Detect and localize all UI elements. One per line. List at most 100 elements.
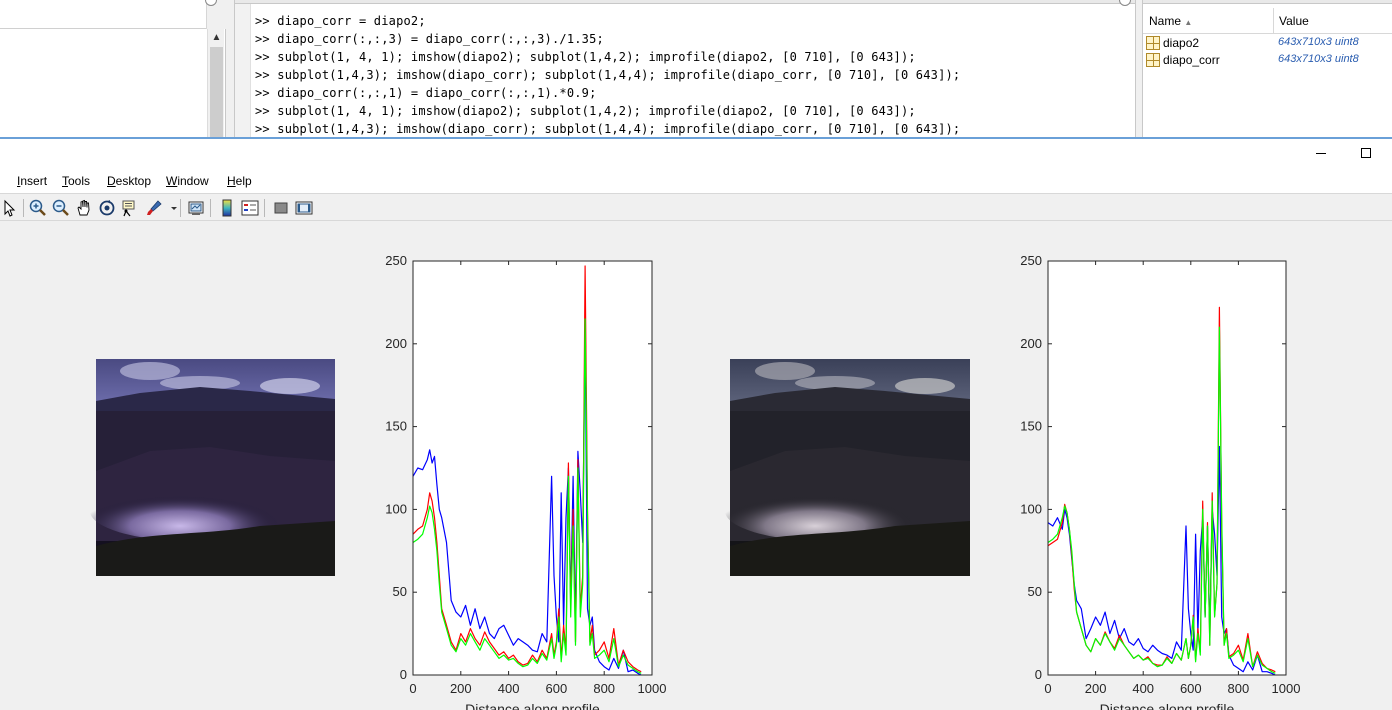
pan-icon[interactable] <box>74 198 94 218</box>
matrix-variable-icon <box>1146 53 1160 67</box>
x-tick-label: 600 <box>1180 681 1202 696</box>
current-folder-header-end <box>206 0 226 29</box>
profile-series-line <box>412 318 642 674</box>
y-tick-label: 150 <box>385 419 407 434</box>
minimize-icon <box>1316 153 1326 154</box>
link-plot-icon[interactable] <box>186 198 206 218</box>
x-axis-label: Distance along profile <box>1100 701 1235 710</box>
y-tick-label: 250 <box>385 253 407 268</box>
menu-window-key: W <box>166 174 178 188</box>
figure-canvas[interactable]: 0 50 100 150 200 250 0 200 400 600 800 1000 Distance… <box>0 221 1392 710</box>
x-tick-label: 800 <box>593 681 615 696</box>
hide-plot-tools-icon[interactable] <box>271 198 291 218</box>
x-axis-label: Distance along profile <box>465 701 600 710</box>
y-tick-label: 100 <box>385 501 407 516</box>
command-line: >> subplot(1, 4, 1); imshow(diapo2); sub… <box>255 104 916 118</box>
scroll-up-icon[interactable]: ▲ <box>211 32 222 43</box>
y-tick-label: 100 <box>1020 501 1042 516</box>
toolbar-separator <box>180 199 181 217</box>
menu-tools-key: T <box>62 174 68 188</box>
workspace-variable-row[interactable]: diapo_corr 643x710x3 uint8 <box>1143 52 1392 69</box>
variable-name: diapo2 <box>1163 36 1200 50</box>
workspace-variable-row[interactable]: diapo2 643x710x3 uint8 <box>1143 35 1392 52</box>
workspace-titlebar <box>1143 0 1392 4</box>
current-folder-scrollbar[interactable]: ▲ <box>207 29 224 138</box>
x-tick-label: 200 <box>1085 681 1107 696</box>
menu-help[interactable]: Help <box>227 174 252 188</box>
zoom-in-icon[interactable] <box>28 198 48 218</box>
profile-axes-diapo-corr[interactable]: 0 50 100 150 200 250 0 200 400 600 800 1000 Distance… <box>1020 253 1300 710</box>
show-plot-tools-icon[interactable] <box>294 198 314 218</box>
x-tick-label: 400 <box>498 681 520 696</box>
scroll-thumb[interactable] <box>210 47 223 138</box>
menu-help-label: elp <box>235 174 252 188</box>
x-tick-label: 200 <box>450 681 472 696</box>
brush-icon[interactable] <box>144 198 164 218</box>
toolbar-separator <box>210 199 211 217</box>
command-window[interactable]: >> diapo_corr = diapo2; >> diapo_corr(:,… <box>234 0 1136 138</box>
matlab-desktop: ▲ >> diapo_corr = diapo2; >> diapo_corr(… <box>0 0 1392 138</box>
plot-area <box>1048 261 1286 675</box>
current-folder-header <box>0 0 206 29</box>
x-tick-label: 800 <box>1228 681 1250 696</box>
profile-series-line <box>1047 326 1276 674</box>
x-tick-label: 0 <box>1044 681 1051 696</box>
current-folder-panel: ▲ <box>0 0 226 138</box>
y-tick-label: 50 <box>393 584 407 599</box>
y-tick-label: 200 <box>1020 336 1042 351</box>
rotate-3d-icon[interactable] <box>97 198 117 218</box>
y-tick-label: 0 <box>400 667 407 682</box>
matrix-variable-icon <box>1146 36 1160 50</box>
variable-value: 643x710x3 uint8 <box>1278 36 1359 48</box>
colorbar-icon[interactable] <box>217 198 237 218</box>
menu-desktop-key: D <box>107 174 116 188</box>
command-line: >> diapo_corr(:,:,3) = diapo_corr(:,:,3)… <box>255 32 604 46</box>
data-cursor-icon[interactable] <box>120 198 140 218</box>
column-value-header[interactable]: Value <box>1279 14 1309 28</box>
legend-icon[interactable] <box>240 198 260 218</box>
command-line: >> subplot(1, 4, 1); imshow(diapo2); sub… <box>255 50 916 64</box>
command-history: >> diapo_corr = diapo2; >> diapo_corr(:,… <box>255 12 1135 138</box>
x-tick-label: 600 <box>546 681 568 696</box>
figure-window: › Insert Tools Desktop Window Help <box>0 139 1392 710</box>
figure-titlebar[interactable] <box>0 139 1392 169</box>
figure-toolbar <box>0 193 1392 221</box>
minimize-button[interactable] <box>1300 139 1344 169</box>
window-divider <box>0 137 1392 139</box>
menu-window[interactable]: Window <box>166 174 209 188</box>
command-line: >> subplot(1,4,3); imshow(diapo_corr); s… <box>255 68 961 82</box>
profile-axes-diapo2[interactable]: 0 50 100 150 200 250 0 200 400 600 800 1000 Distance… <box>385 253 666 710</box>
y-tick-label: 250 <box>1020 253 1042 268</box>
menu-insert[interactable]: Insert <box>17 174 47 188</box>
command-window-titlebar <box>235 0 1135 4</box>
command-line: >> diapo_corr(:,:,1) = diapo_corr(:,:,1)… <box>255 86 597 100</box>
toolbar-separator <box>23 199 24 217</box>
menu-desktop[interactable]: Desktop <box>107 174 151 188</box>
axes-box <box>412 260 653 676</box>
zoom-out-icon[interactable] <box>51 198 71 218</box>
x-tick-label: 0 <box>409 681 416 696</box>
menu-tools[interactable]: Tools <box>62 174 90 188</box>
y-tick-label: 200 <box>385 336 407 351</box>
column-name-header[interactable]: Name ▲ <box>1149 14 1193 28</box>
y-tick-label: 50 <box>1028 584 1042 599</box>
command-line: >> subplot(1,4,3); imshow(diapo_corr); s… <box>255 122 961 136</box>
x-tick-label: 1000 <box>638 681 667 696</box>
image-diapo-corr <box>725 359 970 576</box>
maximize-button[interactable] <box>1344 139 1388 169</box>
column-separator[interactable] <box>1273 8 1274 34</box>
command-window-menu-icon[interactable] <box>1119 0 1131 6</box>
maximize-icon <box>1361 148 1371 158</box>
workspace-panel: Name ▲ Value diapo2 643x710x3 uint8 diap… <box>1142 0 1392 138</box>
menu-help-key: H <box>227 174 236 188</box>
x-tick-label: 1000 <box>1272 681 1301 696</box>
toolbar-separator <box>264 199 265 217</box>
menu-insert-label: nsert <box>20 174 48 188</box>
command-window-gutter <box>235 4 251 138</box>
pointer-icon[interactable] <box>0 198 20 218</box>
x-tick-label: 400 <box>1132 681 1154 696</box>
brush-dropdown-icon[interactable] <box>164 198 177 218</box>
figure-menubar: › Insert Tools Desktop Window Help <box>0 169 1392 193</box>
